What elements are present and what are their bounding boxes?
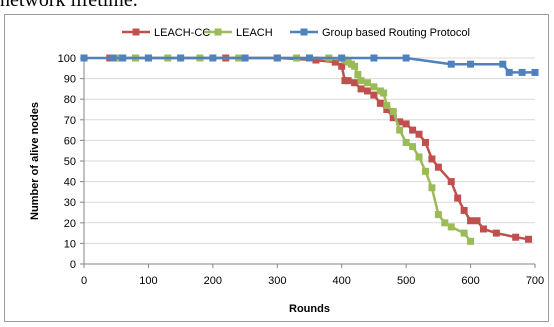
data-point bbox=[351, 62, 359, 70]
y-tick-label: 100 bbox=[58, 53, 76, 65]
legend-label: LEACH bbox=[236, 27, 273, 39]
data-point bbox=[331, 58, 339, 66]
data-point bbox=[312, 56, 320, 64]
y-tick-label: 30 bbox=[64, 197, 76, 209]
data-point bbox=[518, 68, 526, 76]
y-tick-label: 40 bbox=[64, 177, 76, 189]
legend-label: LEACH-CC bbox=[154, 27, 210, 39]
y-tick-label: 50 bbox=[64, 156, 76, 168]
caption-fragment: network lifetime. bbox=[0, 0, 138, 11]
data-point bbox=[454, 194, 462, 202]
data-point bbox=[383, 101, 391, 109]
data-point bbox=[447, 60, 455, 68]
data-point bbox=[383, 106, 391, 113]
data-point bbox=[357, 85, 365, 93]
data-point bbox=[492, 229, 500, 237]
x-tick-label: 500 bbox=[397, 275, 415, 287]
data-point bbox=[338, 54, 346, 62]
x-axis-title: Rounds bbox=[289, 303, 330, 315]
x-tick-label: 400 bbox=[333, 275, 351, 287]
data-point bbox=[434, 163, 442, 171]
y-tick-label: 20 bbox=[64, 218, 76, 230]
data-point bbox=[460, 229, 468, 237]
legend-swatch-marker bbox=[300, 28, 308, 36]
data-point bbox=[428, 184, 436, 192]
data-point bbox=[402, 138, 410, 146]
legend-label: Group based Routing Protocol bbox=[322, 27, 470, 39]
data-point bbox=[370, 83, 378, 91]
data-point bbox=[415, 130, 423, 138]
y-tick-label: 10 bbox=[64, 238, 76, 250]
data-point bbox=[363, 79, 371, 87]
data-point bbox=[357, 77, 365, 85]
data-point bbox=[467, 217, 475, 225]
data-point bbox=[389, 114, 397, 122]
data-point bbox=[467, 60, 475, 68]
y-tick-label: 0 bbox=[70, 259, 76, 271]
data-point bbox=[376, 99, 384, 107]
data-point bbox=[505, 68, 513, 76]
data-point bbox=[363, 87, 371, 95]
data-point bbox=[370, 91, 378, 99]
data-point bbox=[441, 219, 449, 227]
data-point bbox=[273, 54, 281, 62]
data-point bbox=[354, 70, 362, 78]
data-point bbox=[460, 206, 468, 214]
legend-swatch-marker bbox=[214, 28, 222, 36]
data-point bbox=[473, 217, 481, 225]
data-point bbox=[479, 225, 487, 233]
x-tick-label: 300 bbox=[268, 275, 286, 287]
data-point bbox=[389, 108, 397, 116]
series-line bbox=[116, 56, 472, 243]
data-point bbox=[421, 167, 429, 175]
data-point bbox=[447, 178, 455, 186]
data-point bbox=[525, 235, 533, 243]
data-point bbox=[119, 54, 127, 62]
data-point bbox=[177, 54, 185, 62]
y-axis-title: Number of alive nodes bbox=[29, 102, 41, 220]
data-point bbox=[306, 54, 313, 62]
data-point bbox=[109, 54, 117, 62]
data-point bbox=[467, 237, 475, 245]
data-point bbox=[447, 223, 455, 231]
data-point bbox=[409, 143, 417, 151]
data-point bbox=[144, 54, 152, 62]
legend-swatch-marker bbox=[132, 28, 140, 36]
data-point bbox=[396, 118, 404, 126]
data-point bbox=[415, 153, 423, 161]
data-point bbox=[499, 60, 507, 68]
data-point bbox=[428, 155, 436, 163]
data-point bbox=[241, 54, 249, 62]
data-point bbox=[80, 54, 88, 62]
data-point bbox=[209, 54, 217, 62]
y-tick-label: 70 bbox=[64, 115, 76, 127]
x-tick-label: 0 bbox=[81, 275, 87, 287]
x-tick-label: 600 bbox=[461, 275, 479, 287]
data-point bbox=[402, 120, 410, 128]
y-tick-label: 90 bbox=[64, 74, 76, 86]
data-point bbox=[434, 211, 442, 219]
data-point bbox=[338, 62, 346, 70]
y-tick-label: 60 bbox=[64, 135, 76, 147]
x-tick-label: 200 bbox=[204, 275, 222, 287]
data-point bbox=[421, 138, 429, 146]
y-tick-label: 80 bbox=[64, 94, 76, 106]
data-point bbox=[344, 77, 352, 85]
chart-frame bbox=[4, 14, 549, 322]
data-point bbox=[396, 126, 404, 134]
data-point bbox=[380, 89, 388, 97]
x-tick-label: 100 bbox=[139, 275, 157, 287]
data-point bbox=[402, 54, 410, 62]
data-point bbox=[351, 79, 359, 87]
data-point bbox=[409, 126, 417, 134]
data-point bbox=[512, 233, 520, 241]
data-point bbox=[531, 68, 539, 76]
data-point bbox=[370, 54, 378, 62]
x-tick-label: 700 bbox=[526, 275, 544, 287]
